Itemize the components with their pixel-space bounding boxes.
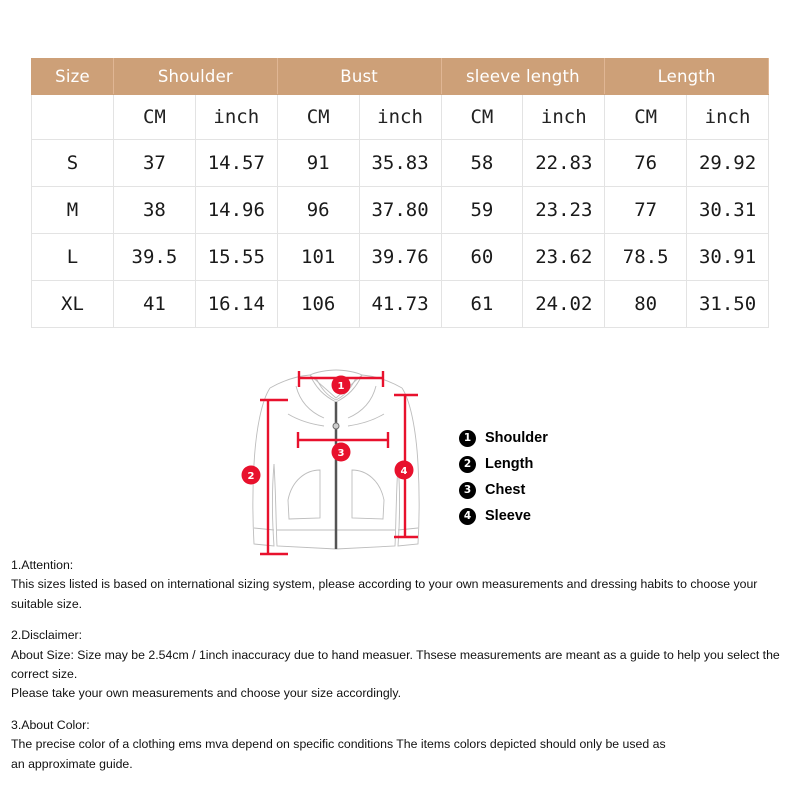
cell-shoulder-inch: 14.96 — [194, 186, 278, 234]
cell-shoulder-inch: 14.57 — [194, 139, 278, 187]
note-disclaimer-line-1: About Size: Size may be 2.54cm / 1inch i… — [11, 647, 780, 682]
cell-bust-inch: 35.83 — [358, 139, 442, 187]
cell-bust-cm: 96 — [276, 186, 360, 234]
column-group-bust: Bust — [276, 58, 442, 95]
cell-size: XL — [31, 280, 114, 328]
numbered-bullet-4-icon: 4 — [459, 507, 476, 525]
cell-shoulder-cm: 39.5 — [113, 233, 196, 281]
badge-chest-icon: 3 — [331, 442, 351, 462]
column-group-shoulder: Shoulder — [113, 58, 278, 95]
unit-cell-sleeve-cm: CM — [440, 94, 524, 140]
numbered-bullet-3-icon: 3 — [459, 481, 476, 499]
legend-item-sleeve: 4 Sleeve — [459, 503, 629, 529]
note-attention: 1.Attention: This sizes listed is based … — [11, 556, 793, 614]
table-unit-header-row: CM inch CM inch CM inch CM inch — [31, 94, 769, 140]
cell-sleeve-inch: 24.02 — [522, 280, 606, 328]
cell-shoulder-inch: 16.14 — [194, 280, 278, 328]
svg-text:1: 1 — [338, 381, 345, 392]
table-row: XL 41 16.14 106 41.73 61 24.02 80 31.50 — [31, 280, 769, 328]
cell-sleeve-cm: 61 — [440, 280, 524, 328]
table-row: S 37 14.57 91 35.83 58 22.83 76 29.92 — [31, 139, 769, 187]
legend-label-length: Length — [485, 456, 534, 472]
table-row: M 38 14.96 96 37.80 59 23.23 77 30.31 — [31, 186, 769, 234]
cell-length-inch: 29.92 — [686, 139, 769, 187]
measurement-legend: 1 Shoulder 2 Length 3 Chest 4 Sleeve — [459, 425, 629, 529]
cell-sleeve-inch: 23.23 — [522, 186, 606, 234]
note-attention-title: 1.Attention: — [11, 558, 74, 572]
cell-bust-inch: 41.73 — [358, 280, 442, 328]
cell-bust-cm: 101 — [276, 233, 360, 281]
legend-item-length: 2 Length — [459, 451, 629, 477]
cell-bust-inch: 37.80 — [358, 186, 442, 234]
note-disclaimer-title: 2.Disclaimer: — [11, 628, 83, 643]
cell-length-inch: 30.91 — [686, 233, 769, 281]
badge-sleeve-icon: 4 — [394, 460, 414, 480]
note-about-color-line-1: The precise color of a clothing ems mva … — [11, 737, 666, 752]
legend-label-chest: Chest — [485, 482, 526, 498]
cell-sleeve-inch: 22.83 — [522, 139, 606, 187]
size-chart-table-container: Size Shoulder Bust sleeve length Length … — [31, 58, 769, 328]
note-about-color: 3.About Color: The precise color of a cl… — [11, 716, 793, 774]
cell-bust-cm: 106 — [276, 280, 360, 328]
legend-item-chest: 3 Chest — [459, 477, 629, 503]
table-group-header-row: Size Shoulder Bust sleeve length Length — [31, 58, 769, 95]
note-disclaimer: 2.Disclaimer: About Size: Size may be 2.… — [11, 626, 793, 704]
unit-cell-shoulder-inch: inch — [194, 94, 278, 140]
numbered-bullet-2-icon: 2 — [459, 455, 476, 473]
badge-length-icon: 2 — [241, 465, 261, 485]
unit-cell-shoulder-cm: CM — [113, 94, 196, 140]
note-disclaimer-line-2: Please take your own measurements and ch… — [11, 686, 402, 701]
cell-length-cm: 80 — [604, 280, 688, 328]
unit-cell-bust-inch: inch — [358, 94, 442, 140]
cell-sleeve-inch: 23.62 — [522, 233, 606, 281]
garment-measurement-diagram: 1 2 3 4 — [236, 368, 436, 563]
svg-text:2: 2 — [248, 471, 255, 482]
unit-cell-sleeve-inch: inch — [522, 94, 606, 140]
cell-sleeve-cm: 59 — [440, 186, 524, 234]
cell-sleeve-cm: 58 — [440, 139, 524, 187]
cell-shoulder-cm: 37 — [113, 139, 196, 187]
legend-label-sleeve: Sleeve — [485, 508, 531, 524]
size-chart-table: Size Shoulder Bust sleeve length Length … — [31, 58, 769, 328]
cell-size: S — [31, 139, 114, 187]
cell-sleeve-cm: 60 — [440, 233, 524, 281]
legend-item-shoulder: 1 Shoulder — [459, 425, 629, 451]
unit-cell-length-inch: inch — [686, 94, 769, 140]
notes-section: 1.Attention: This sizes listed is based … — [11, 556, 793, 786]
measurement-annotations — [260, 371, 418, 556]
cell-length-cm: 78.5 — [604, 233, 688, 281]
cell-length-inch: 31.50 — [686, 280, 769, 328]
legend-label-shoulder: Shoulder — [485, 430, 548, 446]
column-group-length: Length — [604, 58, 769, 95]
cell-shoulder-cm: 38 — [113, 186, 196, 234]
svg-text:3: 3 — [338, 448, 345, 459]
badge-shoulder-icon: 1 — [331, 375, 351, 395]
cell-size: M — [31, 186, 114, 234]
cell-bust-cm: 91 — [276, 139, 360, 187]
cell-size: L — [31, 233, 114, 281]
cell-length-cm: 77 — [604, 186, 688, 234]
cell-bust-inch: 39.76 — [358, 233, 442, 281]
numbered-bullet-1-icon: 1 — [459, 429, 476, 447]
note-about-color-line-2: an approximate guide. — [11, 756, 133, 771]
note-about-color-title: 3.About Color: — [11, 717, 90, 732]
unit-cell-bust-cm: CM — [276, 94, 360, 140]
cell-shoulder-cm: 41 — [113, 280, 196, 328]
unit-cell-length-cm: CM — [604, 94, 688, 140]
svg-text:4: 4 — [401, 466, 408, 477]
column-group-sleeve-length: sleeve length — [440, 58, 606, 95]
note-attention-line-1: This sizes listed is based on internatio… — [11, 577, 758, 611]
cell-length-inch: 30.31 — [686, 186, 769, 234]
column-group-size: Size — [31, 58, 114, 95]
measure-badges: 1 2 3 4 — [241, 375, 414, 485]
cell-length-cm: 76 — [604, 139, 688, 187]
unit-cell-size — [31, 94, 114, 140]
table-row: L 39.5 15.55 101 39.76 60 23.62 78.5 30.… — [31, 233, 769, 281]
cell-shoulder-inch: 15.55 — [194, 233, 278, 281]
hoodie-line-art — [252, 369, 420, 550]
